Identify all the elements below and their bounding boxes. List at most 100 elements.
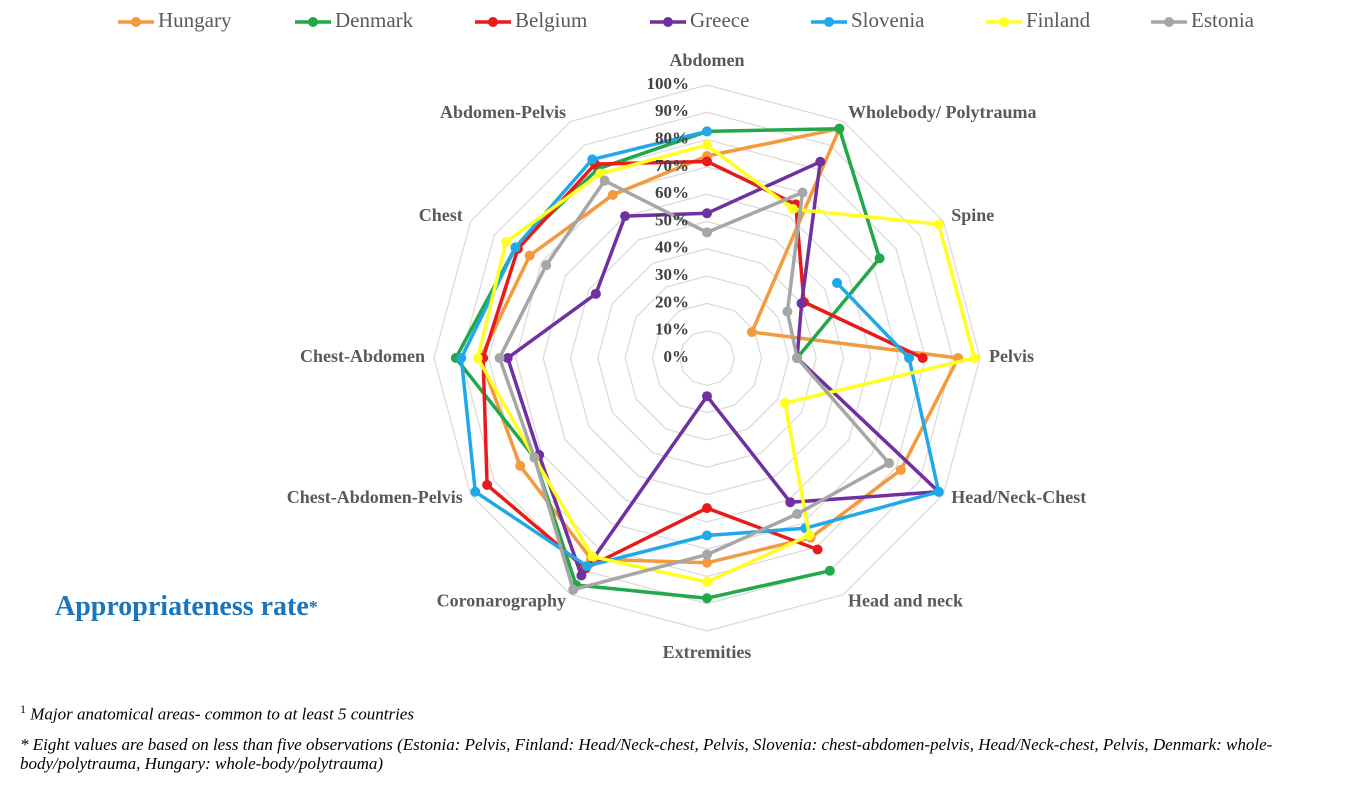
data-point [702, 140, 712, 151]
legend-marker [131, 17, 141, 27]
r-tick-label: 50% [655, 210, 689, 229]
data-point [702, 156, 712, 167]
data-point [812, 544, 823, 555]
grid-ring [433, 84, 981, 632]
data-point [746, 327, 757, 338]
data-point [780, 398, 791, 409]
data-point [702, 208, 712, 219]
data-point [933, 486, 944, 497]
r-tick-label: 90% [655, 101, 689, 120]
footnote-text: Major anatomical areas- common to at lea… [30, 704, 414, 724]
data-point [702, 549, 712, 560]
r-tick-label: 70% [655, 156, 689, 175]
data-point [501, 236, 512, 247]
axis-label: Chest-Abdomen [300, 346, 425, 366]
series-line [459, 158, 941, 568]
footnote-marker: 1 [20, 702, 26, 716]
legend-label: Slovenia [851, 8, 925, 32]
chart: Appropriateness rate* Abdomen Wholebody/ … [55, 8, 1255, 662]
axis-label: Head/Neck-Chest [951, 487, 1086, 507]
data-point [620, 211, 631, 222]
footnote: * Eight values are based on less than fi… [20, 735, 1273, 773]
data-point [581, 561, 592, 572]
series-line [478, 126, 960, 565]
legend-marker [999, 17, 1009, 27]
chart-title-mark: * [309, 597, 318, 617]
data-point [510, 242, 521, 253]
data-point [884, 458, 895, 469]
r-tick-label: 60% [655, 183, 689, 202]
data-point [494, 353, 505, 363]
r-tick-label: 40% [655, 238, 689, 257]
data-point [599, 175, 610, 186]
legend-label: Hungary [158, 8, 232, 32]
data-point [470, 486, 481, 497]
axis-label: Head and neck [848, 590, 963, 610]
r-tick-label: 0% [664, 347, 690, 366]
legend-marker [1164, 17, 1174, 27]
data-point [917, 353, 928, 363]
data-point [792, 509, 803, 520]
data-point [904, 353, 915, 363]
legend-label: Estonia [1191, 8, 1255, 32]
r-tick-label: 100% [647, 74, 690, 93]
r-tick-label: 20% [655, 292, 689, 311]
data-point [832, 277, 843, 288]
data-point [785, 497, 796, 508]
r-tick-label: 80% [655, 129, 689, 148]
data-point [874, 253, 885, 264]
data-point [587, 551, 598, 562]
legend-marker [308, 17, 318, 27]
data-point [590, 288, 601, 299]
axis-label: Abdomen [669, 50, 744, 70]
data-point [702, 530, 712, 541]
data-point [702, 593, 712, 604]
axis-label: Chest-Abdomen-Pelvis [287, 487, 463, 507]
data-point [815, 156, 826, 167]
data-point [502, 353, 513, 363]
data-point [969, 353, 980, 363]
data-point [702, 503, 712, 514]
data-point [702, 557, 712, 568]
axis-label: Coronarography [437, 590, 566, 610]
axis-label: Chest [419, 205, 463, 225]
data-point [834, 123, 845, 134]
data-point [524, 250, 535, 261]
data-point [607, 189, 618, 200]
data-point [587, 154, 598, 165]
legend-marker [663, 17, 673, 27]
data-point [787, 204, 798, 215]
legend-marker [824, 17, 834, 27]
axis-label: Wholebody/ Polytrauma [848, 102, 1037, 122]
axis-label: Pelvis [989, 346, 1034, 366]
data-point [804, 530, 815, 541]
data-point [529, 452, 540, 463]
data-point [515, 460, 526, 471]
data-point [702, 227, 712, 238]
data-point [541, 260, 552, 271]
r-tick-label: 10% [655, 320, 689, 339]
series-line-closure [595, 159, 708, 166]
data-point [792, 353, 803, 363]
data-point [797, 187, 808, 198]
data-point [576, 570, 587, 581]
data-point [568, 584, 579, 595]
grid-ring [624, 275, 790, 441]
axis-label: Abdomen-Pelvis [440, 102, 566, 122]
legend-label: Greece [690, 8, 749, 32]
data-point [824, 565, 835, 576]
r-tick-label: 30% [655, 265, 689, 284]
grid-ring [460, 111, 954, 605]
legend-label: Belgium [515, 8, 587, 32]
chart-title-text: Appropriateness rate [55, 591, 309, 622]
axis-label: Extremities [663, 642, 752, 662]
data-point [796, 298, 807, 309]
grid-ring [569, 220, 845, 496]
data-point [895, 464, 906, 475]
legend-label: Denmark [335, 8, 414, 32]
legend-marker [488, 17, 498, 27]
data-point [702, 576, 712, 587]
chart-title: Appropriateness rate* [55, 591, 318, 622]
series-line-closure [591, 129, 708, 162]
